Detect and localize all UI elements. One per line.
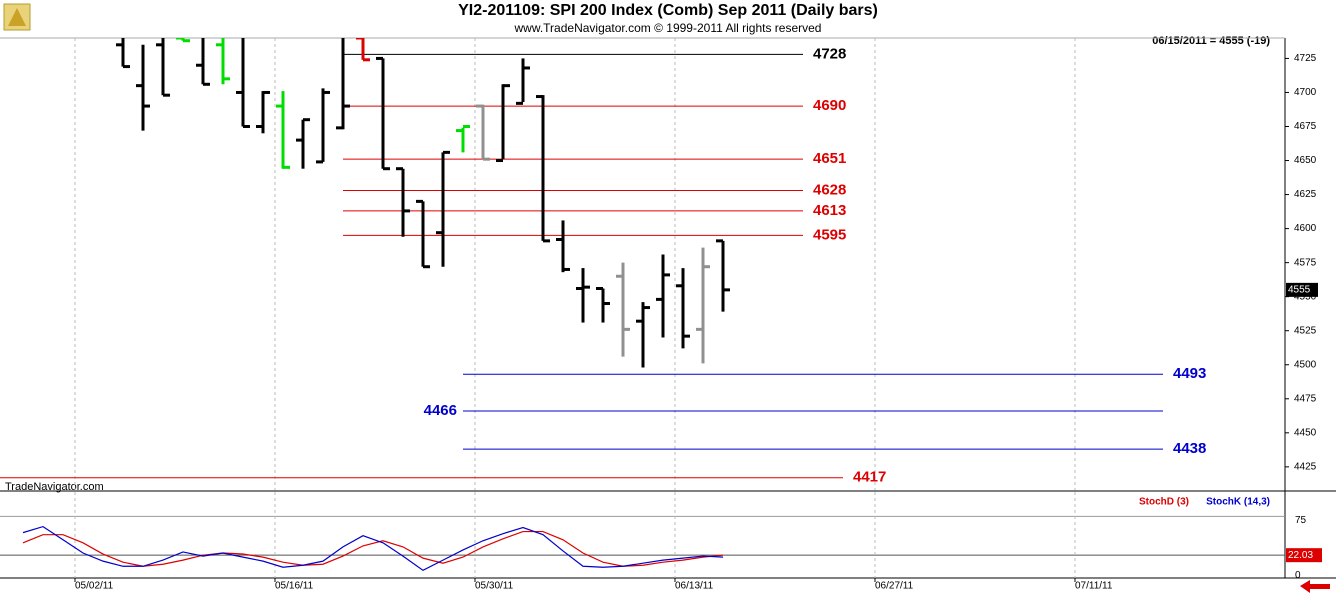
level-label: 4493 [1173, 365, 1206, 382]
x-tick-label: 05/02/11 [75, 581, 114, 592]
bar [436, 150, 450, 267]
bar [456, 124, 470, 153]
level-label: 4628 [813, 181, 846, 198]
level-label: 4438 [1173, 440, 1206, 457]
bar [376, 56, 390, 171]
bar [256, 90, 270, 134]
level-label: 4417 [853, 469, 886, 486]
level-label: 4466 [424, 402, 457, 419]
source: TradeNavigator.com [5, 481, 104, 493]
x-tick-label: 06/27/11 [875, 581, 914, 592]
scroll-arrow[interactable] [1300, 580, 1330, 593]
level-label: 4613 [813, 202, 846, 219]
bar [676, 268, 690, 349]
bar [616, 262, 630, 357]
bar [576, 268, 590, 323]
bar [236, 38, 250, 128]
last-price-label: 4555 [1288, 285, 1311, 296]
bar [636, 302, 650, 368]
y-tick-label: 75 [1295, 515, 1307, 526]
bar [696, 247, 710, 364]
bar [296, 118, 310, 169]
y-tick-label: 4675 [1294, 121, 1317, 132]
current-box [1286, 548, 1322, 563]
bar [716, 239, 730, 312]
bar [536, 95, 550, 243]
bar [316, 88, 330, 164]
last-price-box [1286, 282, 1318, 297]
bar [476, 104, 490, 161]
x-tick-label: 06/13/11 [675, 581, 714, 592]
bar [656, 254, 670, 338]
bar [516, 58, 530, 105]
bar [496, 84, 510, 163]
bar [396, 167, 410, 237]
y-tick-label: 4700 [1294, 87, 1317, 98]
chart-title: YI2-201109: SPI 200 Index (Comb) Sep 201… [458, 2, 878, 19]
y-tick-label: 4450 [1294, 427, 1317, 438]
y-tick-label: 4575 [1294, 257, 1317, 268]
y-tick-label: 4425 [1294, 461, 1317, 472]
bar [356, 38, 370, 62]
y-tick-label: 4475 [1294, 393, 1317, 404]
bar [176, 38, 190, 43]
logo [3, 3, 31, 31]
bar [136, 44, 150, 131]
bar [196, 38, 210, 86]
y-tick-label: 0 [1295, 570, 1301, 581]
bar [116, 38, 130, 69]
legend-entry: StochK (14,3) [1206, 497, 1270, 508]
level-label: 4728 [813, 45, 846, 62]
y-tick-label: 4650 [1294, 155, 1317, 166]
y-tick-label: 4525 [1294, 325, 1317, 336]
level-label: 4651 [813, 150, 846, 167]
y-tick-label: 4625 [1294, 189, 1317, 200]
legend-entry: StochD (3) [1139, 497, 1189, 508]
bar [556, 220, 570, 273]
level-label: 4690 [813, 97, 846, 114]
bar [336, 38, 350, 130]
bar [216, 38, 230, 85]
bar [416, 199, 430, 269]
level-label: 4595 [813, 226, 846, 243]
bar [156, 38, 170, 97]
x-tick-label: 05/16/11 [275, 581, 314, 592]
y-tick-label: 4600 [1294, 223, 1317, 234]
bar [276, 91, 290, 169]
annotation: 06/15/2011 = 4555 (-19) [1152, 35, 1270, 47]
y-tick-label: 4725 [1294, 53, 1317, 64]
subtitle: www.TradeNavigator.com © 1999-2011 All r… [514, 21, 822, 35]
bar [596, 287, 610, 323]
stoch-line [22, 530, 724, 567]
current-label: 22.03 [1288, 550, 1313, 561]
price-panel [0, 38, 1163, 490]
x-tick-label: 05/30/11 [475, 581, 514, 592]
stoch-line [22, 525, 724, 572]
y-tick-label: 4500 [1294, 359, 1317, 370]
x-tick-label: 07/11/11 [1075, 581, 1113, 592]
